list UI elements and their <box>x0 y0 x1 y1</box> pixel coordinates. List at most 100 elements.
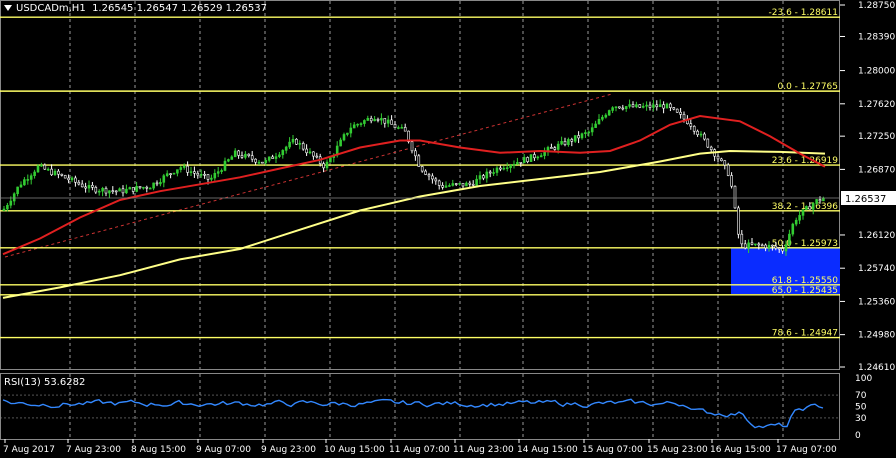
candle-body <box>420 166 424 172</box>
candle-body <box>77 181 81 185</box>
candle-body <box>624 106 628 110</box>
candle-body <box>87 185 91 189</box>
candle-body <box>791 223 795 235</box>
price-tick-label: 1.28390 <box>858 32 895 42</box>
candle-body <box>315 155 319 158</box>
candle-body <box>342 134 346 141</box>
candle-body <box>621 107 625 110</box>
candle-body <box>301 143 305 150</box>
candle-body <box>587 131 591 134</box>
candle-body <box>478 175 482 180</box>
candle-body <box>138 186 142 189</box>
fib-label: 50.0 - 1.25973 <box>772 239 838 249</box>
candle-body <box>522 157 526 164</box>
symbol-label: USDCADm,H1 <box>16 3 86 14</box>
candle-body <box>261 161 264 164</box>
candle-body <box>162 175 166 183</box>
candle-body <box>580 133 584 139</box>
current-price-tag <box>841 191 896 205</box>
candle-body <box>376 118 380 121</box>
candle-body <box>6 204 9 210</box>
candle-body <box>386 119 390 124</box>
candle-body <box>104 187 108 194</box>
candle-body <box>458 182 461 185</box>
candle-body <box>247 153 251 156</box>
candle-body <box>760 244 764 247</box>
time-tick-label: 9 Aug 07:00 <box>196 445 251 455</box>
candle-body <box>488 171 492 174</box>
candle-body <box>288 141 291 148</box>
candle-body <box>131 187 135 192</box>
candle-body <box>118 188 121 192</box>
candle-body <box>757 243 761 246</box>
candle-body <box>135 186 138 192</box>
candle-body <box>94 187 98 193</box>
candle-body <box>410 141 414 152</box>
candle-body <box>291 138 295 143</box>
candle-body <box>740 233 744 245</box>
candle-body <box>369 118 373 122</box>
candle-body <box>111 190 115 192</box>
candle-body <box>784 244 788 252</box>
candle-body <box>815 199 818 204</box>
candle-body <box>794 219 798 225</box>
candle-body <box>352 124 356 129</box>
candle-body <box>400 127 404 129</box>
fib-label: 78.6 - 1.24947 <box>772 329 838 339</box>
candle-body <box>471 183 475 186</box>
candle-body <box>590 127 594 133</box>
price-tick-label: 1.25360 <box>858 297 895 307</box>
candle-body <box>774 245 778 249</box>
candle-body <box>699 133 703 136</box>
candle-body <box>165 173 169 176</box>
candle-body <box>312 151 315 157</box>
candle-body <box>818 199 822 202</box>
candle-body <box>189 171 193 173</box>
candle-body <box>461 182 465 187</box>
candle-body <box>298 143 302 145</box>
candle-body <box>227 159 230 162</box>
candle-body <box>193 171 196 174</box>
rsi-level-label: 0 <box>855 431 861 441</box>
rsi-level-label: 100 <box>855 374 872 384</box>
candle-body <box>788 233 791 245</box>
price-tick-label: 1.28000 <box>858 67 895 77</box>
grid-lines <box>69 1 784 439</box>
candle-body <box>560 141 563 145</box>
candle-body <box>754 243 757 246</box>
candle-body <box>689 123 693 127</box>
candle-body <box>267 156 271 161</box>
candle-body <box>771 244 774 247</box>
time-tick-label: 15 Aug 23:00 <box>647 445 708 455</box>
rsi-level-label: 30 <box>855 414 867 424</box>
candle-body <box>339 139 342 147</box>
candle-body <box>485 171 489 179</box>
candle-body <box>468 182 472 185</box>
time-tick-label: 10 Aug 15:00 <box>324 445 385 455</box>
candle-body <box>220 170 223 172</box>
rsi-label: RSI(13) 53.6282 <box>4 377 86 388</box>
candle-body <box>519 162 523 164</box>
candle-body <box>635 104 638 108</box>
candle-body <box>257 161 261 164</box>
candle-body <box>529 154 533 162</box>
time-tick-label: 11 Aug 07:00 <box>389 445 450 455</box>
candle-body <box>70 177 74 181</box>
candle-body <box>60 173 64 176</box>
candle-body <box>108 190 111 194</box>
candle-body <box>777 247 781 250</box>
candle-body <box>747 242 750 249</box>
candle-body <box>254 158 257 163</box>
candle-body <box>437 180 441 186</box>
candle-body <box>169 173 172 175</box>
candle-body <box>533 154 536 159</box>
candle-body <box>750 242 754 245</box>
candle-body <box>570 139 574 142</box>
time-tick-label: 16 Aug 15:00 <box>710 445 771 455</box>
candle-body <box>53 170 57 176</box>
time-tick-label: 15 Aug 07:00 <box>582 445 643 455</box>
dropdown-triangle-icon[interactable] <box>4 5 12 11</box>
candle-body <box>50 168 53 176</box>
candle-body <box>594 123 597 128</box>
